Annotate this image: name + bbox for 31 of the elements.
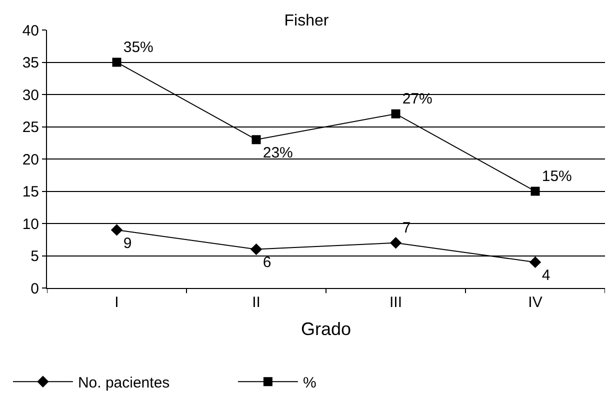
point xyxy=(530,186,540,196)
y-tick-label: 40 xyxy=(22,22,39,40)
y-tick-label: 20 xyxy=(22,151,39,168)
y-tick-label: 5 xyxy=(30,248,39,265)
data-label: 6 xyxy=(262,254,272,272)
data-label: 35% xyxy=(123,38,154,56)
point xyxy=(390,237,402,249)
x-tick-label: IV xyxy=(528,294,542,311)
point xyxy=(252,135,261,144)
x-tick-label: I xyxy=(114,294,119,311)
x-tick-label: III xyxy=(389,294,402,311)
y-tick-label: 0 xyxy=(30,280,39,298)
y-tick-label: 15 xyxy=(22,184,39,200)
data-label: 23% xyxy=(262,144,293,162)
data-label: 4 xyxy=(542,267,550,284)
y-tick-label: 25 xyxy=(22,119,39,136)
x-tick-label: II xyxy=(252,294,260,311)
data-label: 15% xyxy=(542,168,572,185)
y-tick-label: 10 xyxy=(22,216,39,233)
legend-label: % xyxy=(302,374,316,392)
legend-label: No. pacientes xyxy=(78,374,170,392)
point xyxy=(529,256,542,268)
point xyxy=(250,243,262,256)
chart-title: Fisher xyxy=(284,12,330,30)
y-tick-label: 35 xyxy=(22,54,39,72)
x-axis-title: Grado xyxy=(300,319,352,340)
data-label: 9 xyxy=(123,234,132,252)
point xyxy=(391,109,400,118)
y-tick-label: 30 xyxy=(22,86,39,104)
point xyxy=(110,224,123,236)
point xyxy=(112,58,122,67)
